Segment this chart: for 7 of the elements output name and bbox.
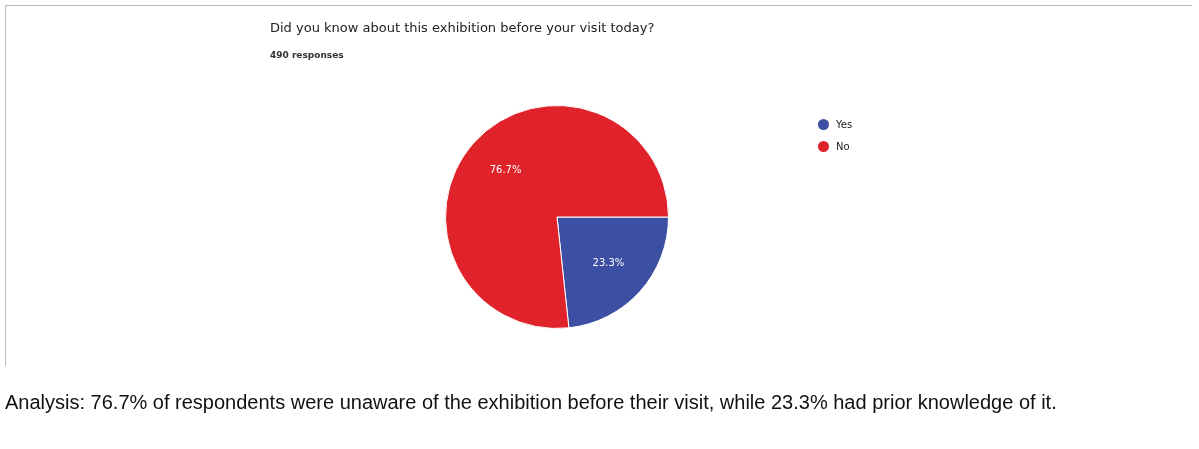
legend-label: No bbox=[836, 140, 850, 152]
text: 490 responses bbox=[270, 50, 344, 60]
data-label: 23.3% bbox=[592, 256, 625, 268]
legend-label: Yes bbox=[836, 118, 853, 130]
data-label: 76.7% bbox=[489, 164, 522, 176]
text: Analysis: 76.7% of respondents were unaware of the exhibition before their visit, while 23.3% had prior knowledge of it. bbox=[5, 390, 1058, 415]
chart-title: Did you know about this exhibition before your visit today? bbox=[270, 20, 655, 35]
